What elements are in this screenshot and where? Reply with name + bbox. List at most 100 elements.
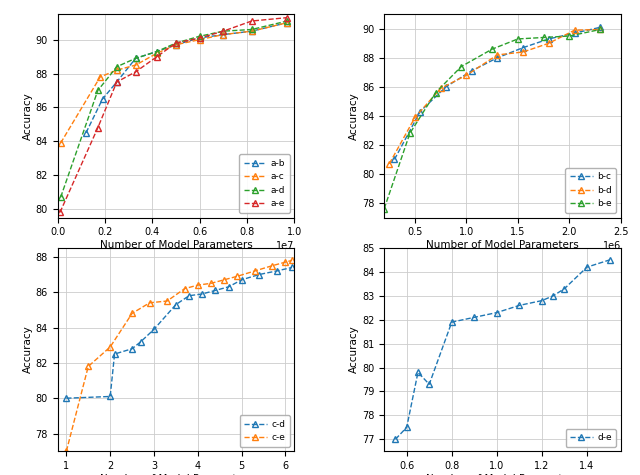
b-c (468, 68, 476, 74)
a-e (172, 40, 180, 46)
a-e (248, 18, 255, 24)
b-c (571, 30, 579, 36)
c-e (106, 344, 114, 350)
a-e (132, 69, 140, 75)
b-e (406, 131, 413, 136)
a-d (248, 27, 255, 32)
a-c (220, 32, 227, 38)
b-d (519, 49, 527, 55)
a-d (94, 87, 102, 93)
a-b (99, 96, 106, 102)
a-b (153, 48, 161, 54)
c-e (288, 257, 296, 263)
a-c (153, 50, 161, 56)
a-c (132, 62, 140, 68)
b-c (390, 157, 398, 162)
a-d (220, 28, 227, 34)
d-e (414, 370, 422, 375)
d-e (516, 303, 524, 308)
a-e (284, 15, 291, 20)
c-e (234, 274, 241, 279)
c-d (150, 326, 158, 332)
b-d (493, 52, 501, 58)
d-e (493, 310, 500, 315)
d-e (549, 293, 557, 299)
c-e (220, 277, 228, 283)
Line: a-b: a-b (83, 20, 290, 135)
a-c (196, 37, 204, 42)
b-d (437, 86, 445, 91)
b-d (545, 40, 552, 46)
a-c (172, 42, 180, 48)
c-d (255, 272, 263, 277)
d-e (605, 257, 613, 263)
Y-axis label: Accuracy: Accuracy (23, 326, 33, 373)
b-e (566, 33, 573, 39)
Line: b-e: b-e (381, 27, 603, 211)
a-c (97, 74, 104, 80)
a-d (172, 40, 180, 46)
d-e (538, 298, 546, 304)
c-e (146, 300, 154, 305)
d-e (448, 319, 456, 325)
X-axis label: Number of Model Parameters: Number of Model Parameters (426, 240, 579, 250)
Line: c-e: c-e (63, 257, 295, 454)
a-e (153, 54, 161, 59)
d-e (392, 437, 399, 442)
c-e (163, 298, 171, 304)
a-d (284, 18, 291, 24)
Y-axis label: Accuracy: Accuracy (23, 92, 33, 140)
c-d (288, 265, 296, 270)
c-d (106, 394, 114, 399)
Line: b-c: b-c (392, 25, 603, 162)
d-e (583, 264, 591, 270)
a-b (284, 20, 291, 26)
a-e (56, 209, 64, 215)
c-d (225, 284, 232, 290)
Line: a-c: a-c (58, 20, 290, 146)
a-e (94, 125, 102, 131)
X-axis label: Number of Model Parameters: Number of Model Parameters (100, 240, 252, 250)
c-e (84, 363, 92, 369)
c-d (111, 351, 118, 357)
d-e (426, 381, 433, 387)
a-e (196, 35, 204, 41)
b-e (488, 46, 496, 52)
a-b (196, 35, 204, 41)
Text: (a): (a) (167, 262, 185, 275)
c-d (172, 302, 180, 307)
c-d (185, 293, 193, 299)
b-e (540, 35, 547, 40)
b-e (514, 36, 522, 42)
c-e (181, 286, 189, 292)
a-c (248, 28, 255, 34)
a-b (113, 79, 120, 85)
a-b (132, 56, 140, 61)
a-c (284, 20, 291, 26)
d-e (403, 425, 410, 430)
a-b (248, 28, 255, 34)
a-c (57, 140, 65, 146)
a-c (113, 67, 120, 73)
c-e (194, 282, 202, 288)
Legend: b-c, b-d, b-e: b-c, b-d, b-e (565, 168, 616, 213)
Line: a-d: a-d (58, 18, 290, 200)
c-d (211, 287, 219, 293)
b-d (596, 27, 604, 32)
Legend: d-e: d-e (566, 429, 616, 446)
b-c (596, 25, 604, 30)
Legend: a-b, a-c, a-d, a-e: a-b, a-c, a-d, a-e (239, 154, 290, 213)
a-b (220, 32, 227, 38)
a-d (196, 33, 204, 39)
Y-axis label: Accuracy: Accuracy (349, 92, 359, 140)
a-e (113, 79, 120, 85)
a-d (132, 56, 140, 61)
d-e (561, 286, 568, 292)
b-d (463, 72, 470, 78)
d-e (470, 314, 478, 320)
c-e (282, 259, 289, 265)
b-c (417, 109, 424, 114)
c-e (269, 263, 276, 268)
c-e (251, 268, 259, 274)
Legend: c-d, c-e: c-d, c-e (239, 415, 290, 446)
